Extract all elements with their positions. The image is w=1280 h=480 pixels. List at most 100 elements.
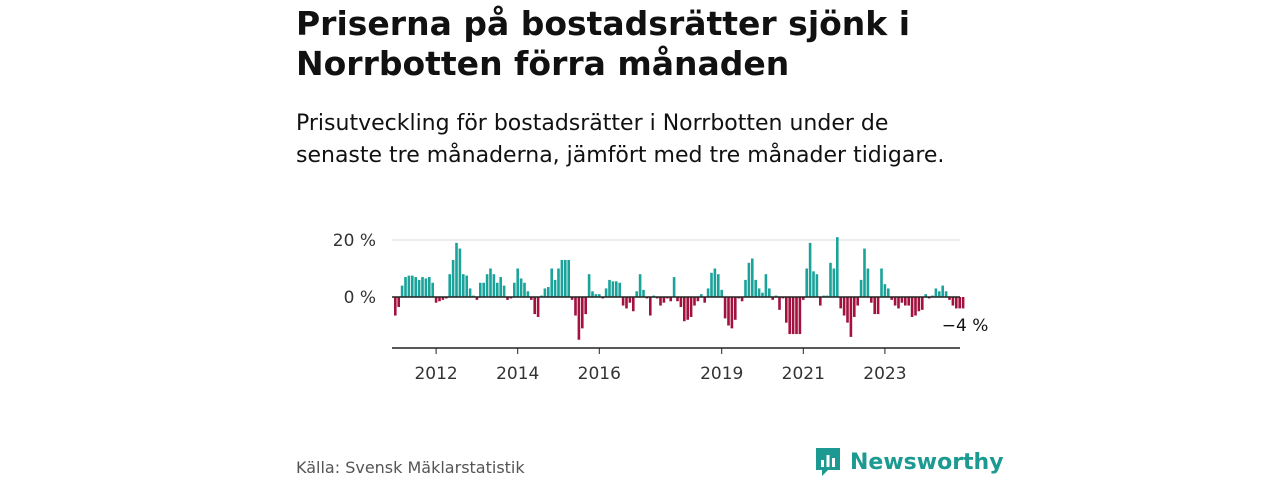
bar bbox=[635, 291, 638, 297]
brand-logo: Newsworthy bbox=[814, 446, 1004, 478]
bar bbox=[574, 297, 577, 316]
bar bbox=[696, 297, 700, 302]
bar bbox=[451, 259, 455, 297]
bar bbox=[778, 297, 781, 310]
bar bbox=[904, 297, 907, 306]
bar bbox=[846, 297, 849, 323]
bar bbox=[897, 297, 900, 309]
bar bbox=[417, 279, 421, 297]
bar bbox=[720, 289, 723, 297]
bar bbox=[672, 277, 676, 297]
bar bbox=[853, 297, 856, 317]
bar bbox=[802, 297, 805, 300]
bar bbox=[621, 297, 625, 306]
bar bbox=[856, 297, 859, 306]
bar bbox=[686, 297, 689, 320]
bar bbox=[421, 277, 424, 297]
x-tick-label: 2012 bbox=[414, 364, 457, 384]
bar bbox=[819, 297, 822, 306]
bar bbox=[880, 268, 883, 297]
bar bbox=[812, 271, 815, 297]
bar bbox=[519, 278, 523, 297]
y-tick-label: 0 % bbox=[344, 288, 376, 308]
x-tick-label: 2014 bbox=[496, 364, 539, 384]
bar bbox=[808, 242, 812, 297]
bar bbox=[693, 297, 696, 306]
bar bbox=[424, 278, 428, 297]
bar bbox=[577, 297, 581, 340]
bar bbox=[887, 288, 890, 297]
bar bbox=[499, 277, 502, 297]
bar bbox=[533, 297, 536, 315]
bar bbox=[394, 297, 397, 316]
bar bbox=[768, 288, 771, 297]
x-tick-label: 2021 bbox=[782, 364, 825, 384]
bar bbox=[785, 297, 788, 323]
bar bbox=[407, 275, 411, 297]
bar bbox=[829, 262, 832, 297]
bar bbox=[757, 288, 761, 297]
bar bbox=[791, 297, 795, 335]
bar bbox=[683, 297, 686, 322]
bar bbox=[951, 297, 955, 306]
bar bbox=[594, 294, 598, 297]
bar bbox=[689, 297, 693, 317]
bar bbox=[618, 282, 621, 297]
chart-subtitle: Prisutveckling för bostadsrätter i Norrb… bbox=[296, 111, 945, 168]
bar bbox=[924, 294, 927, 297]
bar bbox=[550, 268, 553, 297]
bar bbox=[873, 297, 876, 315]
bar bbox=[516, 268, 519, 297]
bar bbox=[805, 268, 808, 297]
bar bbox=[479, 282, 482, 297]
bar bbox=[870, 297, 873, 303]
bar bbox=[866, 268, 870, 297]
bar bbox=[713, 268, 717, 297]
bar bbox=[706, 288, 710, 297]
newsworthy-logo-icon bbox=[816, 448, 840, 476]
bar bbox=[557, 268, 560, 297]
last-value-label: −4 % bbox=[942, 316, 989, 336]
bar bbox=[832, 268, 836, 297]
bar bbox=[795, 297, 798, 335]
bar bbox=[526, 291, 530, 297]
bar bbox=[567, 259, 570, 297]
bar bbox=[948, 297, 951, 300]
bar bbox=[492, 274, 496, 297]
bar bbox=[914, 297, 917, 316]
bar bbox=[761, 292, 764, 297]
chart-title: Priserna på bostadsrätter sjönk i Norrbo… bbox=[296, 4, 911, 83]
bar bbox=[730, 297, 734, 329]
bar bbox=[465, 275, 468, 297]
bar bbox=[536, 297, 540, 317]
bar bbox=[917, 297, 921, 312]
bar bbox=[859, 279, 863, 297]
bar bbox=[747, 262, 751, 297]
bar bbox=[397, 297, 400, 307]
bar bbox=[815, 274, 819, 297]
bar bbox=[907, 297, 910, 306]
bar bbox=[400, 285, 404, 297]
bar bbox=[441, 297, 445, 300]
bar bbox=[863, 248, 866, 297]
bar bbox=[584, 297, 587, 315]
bar bbox=[669, 297, 672, 302]
bar bbox=[513, 282, 516, 297]
y-tick-label: 20 % bbox=[333, 231, 376, 251]
bar bbox=[744, 279, 747, 297]
bar bbox=[482, 282, 485, 297]
brand-name: Newsworthy bbox=[850, 449, 1004, 475]
bar bbox=[849, 297, 853, 337]
bar bbox=[530, 297, 533, 300]
bar bbox=[710, 272, 713, 297]
bar bbox=[700, 294, 703, 297]
bar bbox=[628, 297, 632, 303]
source-note: Källa: Svensk Mäklarstatistik bbox=[296, 458, 525, 477]
bar bbox=[764, 274, 768, 297]
bar bbox=[581, 297, 584, 329]
bar bbox=[662, 297, 666, 303]
bar bbox=[679, 297, 683, 307]
bar bbox=[598, 294, 601, 297]
bar bbox=[958, 297, 961, 309]
